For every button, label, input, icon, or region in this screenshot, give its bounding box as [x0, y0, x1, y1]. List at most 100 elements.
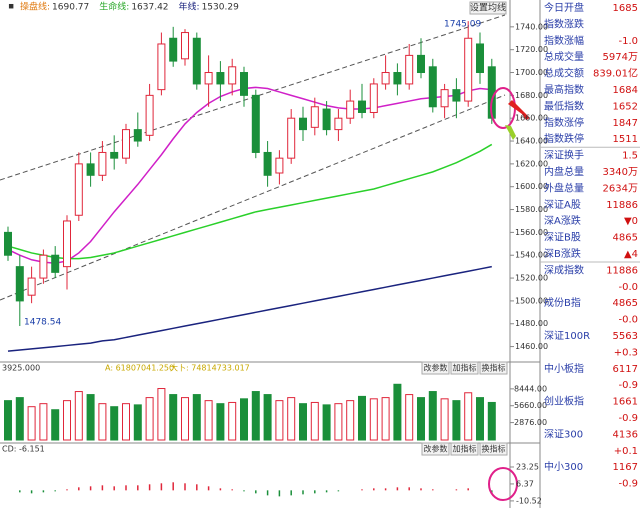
y-tick-label: 1740.00	[515, 22, 548, 31]
side-label: 最高指数	[544, 83, 584, 96]
ma-button[interactable]: 设置均线	[469, 1, 507, 15]
volume-bar	[310, 401, 319, 441]
arrow	[505, 125, 516, 140]
button-label: 改参数	[424, 444, 448, 454]
panel-button[interactable]: 加指标	[450, 361, 479, 375]
volume-bar	[405, 394, 414, 441]
y-tick-label: 1560.00	[515, 228, 548, 237]
legend-value: 1690.77	[52, 3, 89, 13]
candle-body	[51, 254, 60, 273]
volume-bar	[440, 398, 449, 441]
volume-bar	[476, 397, 484, 441]
volume-bar	[275, 400, 284, 441]
volume-bar	[263, 394, 272, 441]
button-bg	[469, 1, 507, 15]
volume-bar	[98, 403, 107, 441]
side-label: 深证换手	[544, 149, 584, 162]
volume-bar	[428, 391, 437, 441]
button-label: 加指标	[453, 363, 477, 373]
side-value: 4865	[613, 233, 638, 244]
candle-body	[27, 277, 36, 296]
volume-bar	[299, 403, 307, 441]
side-value: -0.9	[618, 380, 638, 391]
candle-body	[133, 129, 142, 142]
panel-button[interactable]: 改参数	[421, 361, 450, 375]
button-label: 换指标	[482, 363, 506, 373]
side-value: -0.9	[618, 413, 638, 424]
volume-bar	[74, 391, 83, 441]
side-value: 1685	[613, 3, 638, 14]
y-tick-label: 1700.00	[515, 68, 548, 77]
volume-bar	[181, 397, 189, 441]
panel-header: 大卜: 74814733.017	[170, 363, 250, 373]
side-value: 1167	[613, 462, 638, 473]
candle-body	[251, 94, 260, 153]
panel-button[interactable]: 改参数	[421, 442, 450, 456]
y-tick-label: 1500.00	[515, 296, 548, 305]
top-label: ▪	[8, 2, 14, 12]
candle-body	[334, 117, 343, 131]
volume-bar	[192, 394, 201, 441]
candle-body	[452, 89, 461, 102]
candle-body	[145, 94, 154, 136]
volume-bar	[27, 406, 36, 441]
y-tick-label: 1680.00	[515, 91, 548, 100]
candle-body	[86, 163, 95, 176]
volume-bar	[452, 400, 461, 441]
candle-body	[405, 54, 414, 85]
panel-button[interactable]: 换指标	[479, 442, 508, 456]
panel-button[interactable]: 加指标	[450, 442, 479, 456]
y-tick-label: 5660.00	[514, 401, 547, 410]
side-value: 1684	[613, 85, 638, 96]
y-tick-label: 1580.00	[515, 205, 548, 214]
button-label: 改参数	[424, 363, 448, 373]
side-label: 深证A股	[544, 199, 581, 211]
moving-average	[7, 86, 492, 264]
side-value: 839.01亿	[593, 67, 638, 80]
y-tick-label: 1480.00	[515, 319, 548, 328]
candle-body	[98, 151, 107, 176]
side-label: 成份B指	[544, 296, 581, 309]
side-label: 最低指数	[544, 99, 584, 112]
volume-bar	[86, 394, 95, 441]
side-label: 创业板指	[544, 395, 584, 408]
volume-bar	[110, 406, 119, 441]
volume-bar	[417, 397, 425, 441]
moving-average	[7, 265, 492, 352]
side-label: 指数涨停	[544, 116, 584, 129]
volume-bar	[122, 403, 130, 441]
side-value: 1847	[613, 118, 638, 129]
side-label: 指数涨跌	[544, 17, 584, 30]
candle-body	[216, 72, 225, 85]
side-value: 1511	[613, 134, 638, 145]
highlight-circle	[488, 467, 518, 501]
y-tick-label: 1620.00	[515, 159, 548, 168]
side-value: ▲4	[624, 249, 638, 260]
volume-bar	[251, 391, 260, 441]
candle-body	[122, 129, 130, 159]
panel-header: CD: -6.151	[2, 445, 45, 454]
moving-average	[7, 143, 493, 260]
side-value: -0.0	[618, 315, 638, 326]
volume-bar	[393, 383, 402, 441]
volume-bar	[145, 397, 154, 441]
button-bg	[421, 361, 450, 375]
button-bg	[421, 442, 450, 456]
volume-bar	[4, 400, 12, 441]
volume-bar	[51, 409, 60, 441]
volume-bar	[381, 397, 390, 441]
volume-bar	[369, 398, 378, 441]
y-tick-label: -10.52	[516, 496, 542, 505]
y-tick-label: 1520.00	[515, 274, 548, 283]
side-value: +0.3	[614, 347, 638, 358]
candle-body	[169, 37, 178, 62]
panel-button[interactable]: 换指标	[479, 361, 508, 375]
side-label: 外盘总量	[544, 181, 584, 194]
side-value: -0.9	[618, 479, 638, 490]
button-bg	[479, 442, 508, 456]
panel-header: A: 61807041.250	[105, 364, 174, 373]
candle-body	[74, 163, 83, 216]
arrow	[508, 100, 530, 120]
volume-bar	[133, 404, 142, 441]
candle-body	[204, 72, 213, 85]
